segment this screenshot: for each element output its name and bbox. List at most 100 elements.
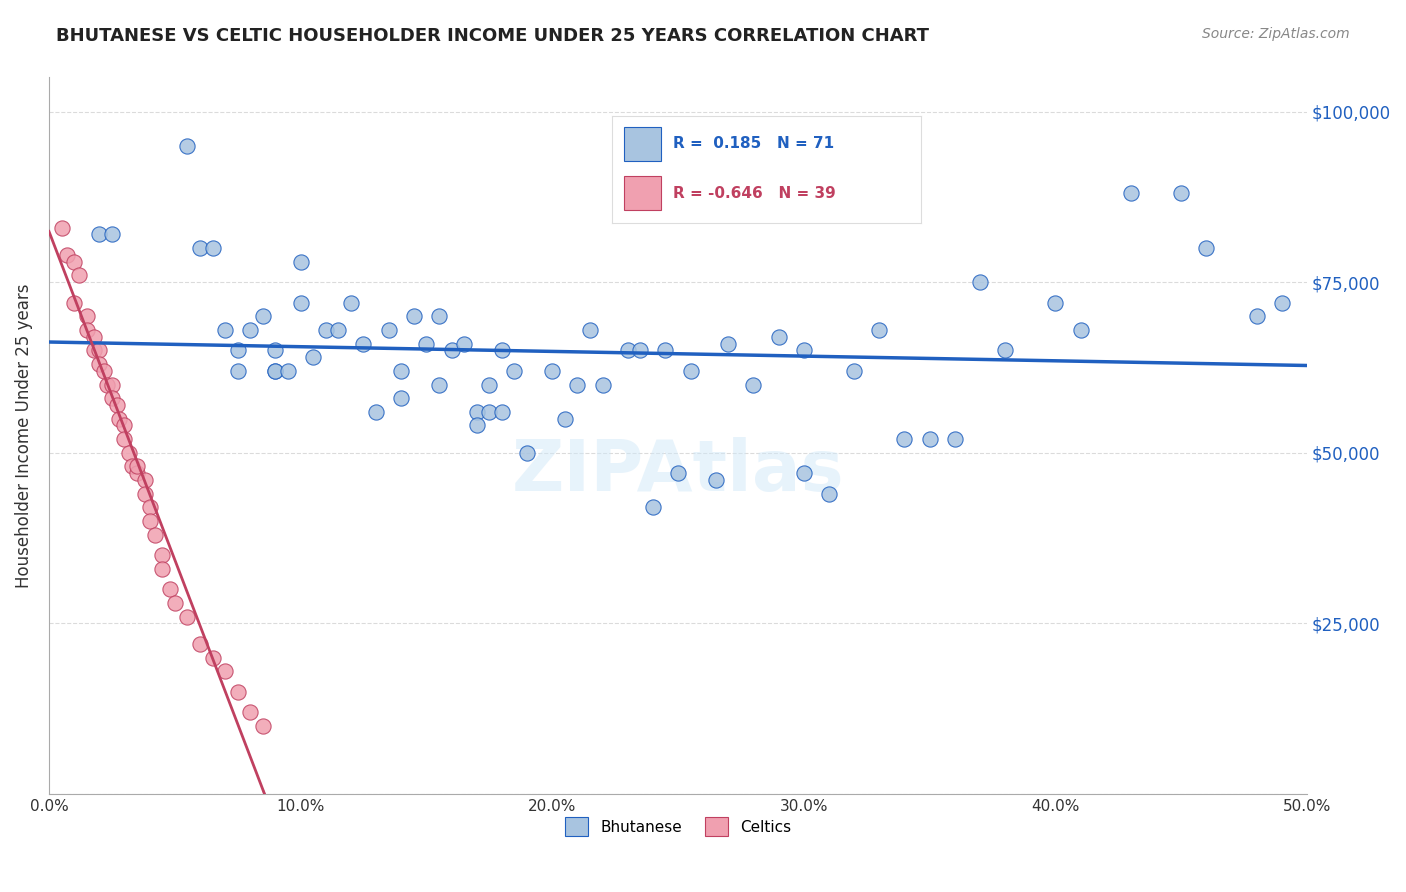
Point	[89, 227, 111, 242]
Point	[101, 377, 124, 392]
Point	[96, 377, 118, 392]
Point	[163, 596, 186, 610]
Point	[340, 295, 363, 310]
Point	[76, 310, 98, 324]
Text: Source: ZipAtlas.com: Source: ZipAtlas.com	[1202, 27, 1350, 41]
Point	[226, 684, 249, 698]
Point	[302, 350, 325, 364]
Point	[226, 364, 249, 378]
Point	[994, 343, 1017, 358]
Point	[226, 343, 249, 358]
Point	[252, 719, 274, 733]
Point	[89, 343, 111, 358]
Point	[679, 364, 702, 378]
Point	[252, 310, 274, 324]
Point	[134, 473, 156, 487]
Point	[328, 323, 350, 337]
Point	[818, 487, 841, 501]
Point	[114, 432, 136, 446]
Point	[143, 527, 166, 541]
Point	[134, 487, 156, 501]
Point	[176, 138, 198, 153]
Point	[465, 418, 488, 433]
Point	[55, 248, 77, 262]
Point	[214, 323, 236, 337]
Point	[377, 323, 399, 337]
Point	[554, 411, 576, 425]
Point	[290, 295, 312, 310]
Point	[717, 336, 740, 351]
Text: R = -0.646   N = 39: R = -0.646 N = 39	[673, 186, 837, 201]
Point	[918, 432, 941, 446]
Point	[264, 343, 287, 358]
Point	[290, 254, 312, 268]
Point	[402, 310, 425, 324]
Point	[67, 268, 90, 283]
Point	[427, 377, 450, 392]
Point	[943, 432, 966, 446]
Point	[214, 664, 236, 678]
Text: R =  0.185   N = 71: R = 0.185 N = 71	[673, 136, 835, 152]
Point	[315, 323, 337, 337]
Point	[516, 446, 538, 460]
Point	[101, 227, 124, 242]
Point	[868, 323, 890, 337]
Point	[654, 343, 676, 358]
Point	[1195, 241, 1218, 255]
Point	[567, 377, 589, 392]
Point	[389, 391, 412, 405]
Point	[704, 473, 727, 487]
Text: BHUTANESE VS CELTIC HOUSEHOLDER INCOME UNDER 25 YEARS CORRELATION CHART: BHUTANESE VS CELTIC HOUSEHOLDER INCOME U…	[56, 27, 929, 45]
Point	[616, 343, 638, 358]
Point	[1119, 186, 1142, 201]
Point	[188, 241, 211, 255]
Point	[101, 391, 124, 405]
Point	[93, 364, 115, 378]
Point	[239, 705, 262, 719]
Point	[641, 500, 664, 515]
Point	[63, 295, 86, 310]
Point	[125, 459, 148, 474]
Point	[628, 343, 651, 358]
Point	[159, 582, 181, 597]
Point	[138, 514, 160, 528]
Point	[893, 432, 915, 446]
Point	[1045, 295, 1067, 310]
Bar	[624, 127, 661, 161]
Point	[842, 364, 865, 378]
Point	[150, 548, 173, 562]
Point	[105, 398, 128, 412]
Point	[491, 405, 513, 419]
Point	[592, 377, 614, 392]
Point	[121, 459, 143, 474]
Point	[793, 467, 815, 481]
Point	[188, 637, 211, 651]
Point	[201, 241, 224, 255]
Point	[1070, 323, 1092, 337]
Point	[83, 330, 105, 344]
Point	[108, 411, 131, 425]
Point	[666, 467, 689, 481]
Point	[76, 323, 98, 337]
Text: ZIPAtlas: ZIPAtlas	[512, 437, 845, 506]
Point	[440, 343, 463, 358]
Point	[579, 323, 602, 337]
Point	[491, 343, 513, 358]
Point	[1271, 295, 1294, 310]
Point	[541, 364, 564, 378]
Point	[176, 609, 198, 624]
Point	[478, 405, 501, 419]
Point	[201, 650, 224, 665]
Point	[353, 336, 375, 351]
Point	[1170, 186, 1192, 201]
Point	[277, 364, 299, 378]
Point	[742, 377, 765, 392]
Point	[453, 336, 475, 351]
Point	[427, 310, 450, 324]
Bar	[624, 176, 661, 211]
Point	[89, 357, 111, 371]
Point	[465, 405, 488, 419]
Point	[768, 330, 790, 344]
Point	[118, 446, 141, 460]
Point	[114, 418, 136, 433]
